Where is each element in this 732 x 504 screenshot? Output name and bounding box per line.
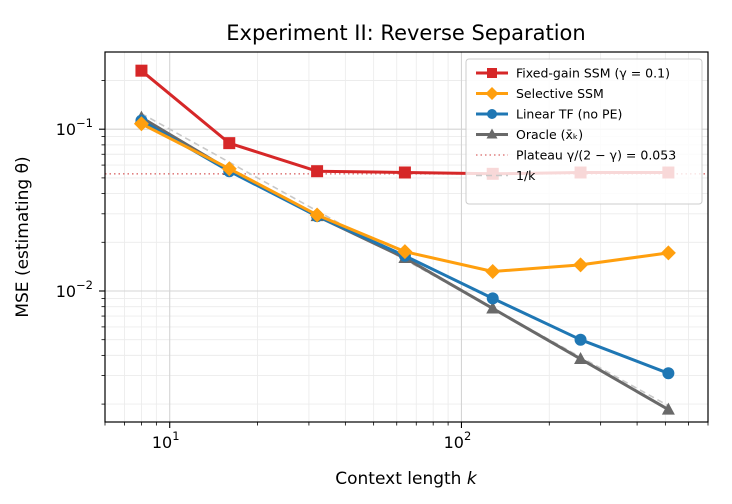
legend-item: 1/k — [476, 168, 536, 183]
legend: Fixed-gain SSM (γ = 0.1) Selective SSM Lin… — [465, 58, 703, 205]
data-point — [486, 301, 500, 314]
x-axis-label-var: k — [467, 469, 478, 489]
legend-item: Linear TF (no PE) — [476, 107, 622, 122]
data-point — [662, 367, 675, 380]
legend-swatch-marker — [487, 109, 497, 119]
chart-title: Experiment II: Reverse Separation — [226, 21, 585, 45]
data-point — [486, 292, 499, 305]
data-point — [309, 207, 325, 223]
data-point — [485, 263, 501, 279]
legend-box — [465, 58, 703, 205]
y-tick-label: 10−1 — [56, 116, 93, 139]
x-tick-label: 102 — [444, 429, 472, 452]
y-axis-label: MSE (estimating θ) — [13, 156, 33, 317]
data-point — [574, 333, 587, 346]
data-point — [221, 161, 237, 177]
legend-item: Plateau γ/(2 − γ) = 0.053 — [476, 148, 676, 163]
legend-label: Plateau γ/(2 − γ) = 0.053 — [516, 148, 676, 163]
legend-item: Fixed-gain SSM (γ = 0.1) — [476, 66, 670, 81]
legend-swatch-marker — [486, 128, 498, 139]
x-tick-label-exp: 2 — [464, 429, 471, 443]
data-point — [660, 245, 676, 261]
data-point — [397, 244, 413, 260]
plot-frame — [104, 51, 709, 423]
x-tick-label: 101 — [152, 429, 180, 452]
legend-label: Fixed-gain SSM (γ = 0.1) — [516, 66, 670, 81]
legend-label: 1/k — [516, 168, 536, 183]
legend-item: Selective SSM — [476, 86, 604, 101]
x-tick-label-exp: 1 — [172, 429, 179, 443]
y-tick-label: 10−2 — [56, 278, 93, 301]
x-tick-label-base: 10 — [444, 433, 464, 452]
series-group — [133, 116, 676, 279]
data-point — [661, 402, 675, 415]
legend-swatch-marker — [487, 68, 497, 78]
data-point — [135, 64, 148, 77]
legend-label: Linear TF (no PE) — [516, 107, 622, 122]
legend-label: Selective SSM — [516, 86, 604, 101]
x-tick-label-base: 10 — [152, 433, 172, 452]
y-tick-label-exp: −1 — [76, 116, 93, 130]
y-tick-label-base: 10 — [56, 282, 76, 301]
x-axis-label-text: Context length — [335, 469, 467, 489]
data-point — [133, 116, 149, 132]
legend-label: Oracle (x̄ₖ) — [516, 127, 583, 142]
data-point — [573, 257, 589, 273]
data-point — [574, 351, 588, 364]
y-tick-label-base: 10 — [56, 120, 76, 139]
y-tick-label-exp: −2 — [76, 278, 93, 292]
x-axis-label: Context length k — [335, 469, 478, 489]
data-point — [223, 137, 236, 150]
data-point — [311, 165, 324, 178]
data-point — [398, 166, 411, 179]
legend-item: Oracle (x̄ₖ) — [476, 127, 583, 142]
legend-swatch-marker — [485, 87, 499, 100]
